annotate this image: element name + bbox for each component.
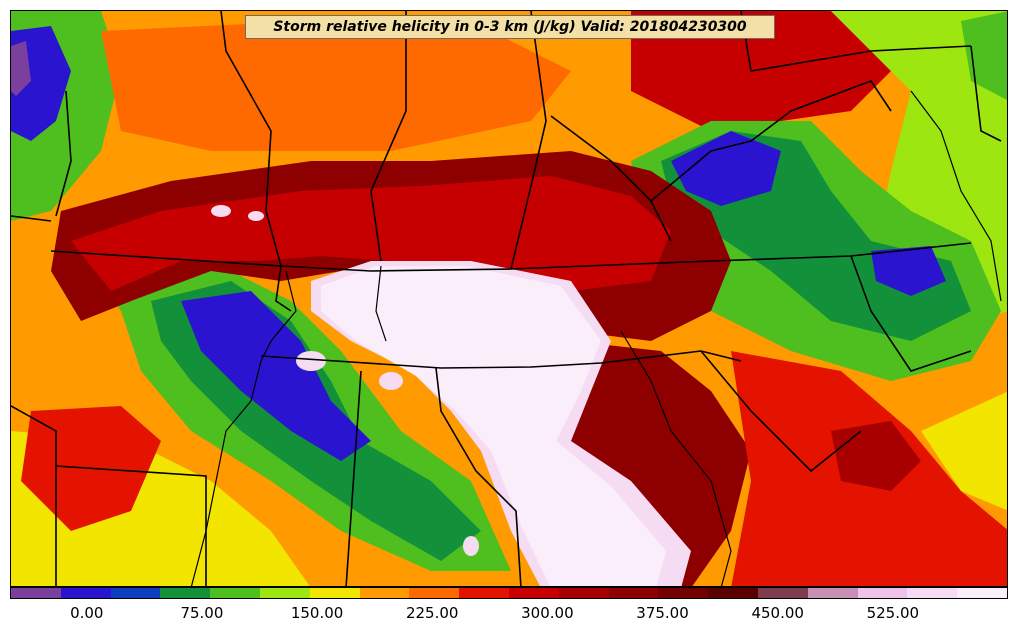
colorbar-segment bbox=[409, 588, 460, 598]
field-blob-4 bbox=[379, 372, 403, 390]
colorbar-tick-label: 300.00 bbox=[521, 604, 574, 622]
colorbar-tick-label: 525.00 bbox=[866, 604, 920, 622]
field-midwest-red bbox=[71, 176, 671, 291]
colorbar-segment bbox=[110, 588, 161, 598]
colorbar-tick-label: 225.00 bbox=[405, 604, 459, 622]
field-coast-yellow bbox=[921, 391, 1007, 511]
colorbar-segment bbox=[857, 588, 908, 598]
field-north-orange bbox=[101, 21, 571, 151]
colorbar-segment bbox=[508, 588, 559, 598]
state-boundaries bbox=[11, 11, 1002, 586]
field-blob-5 bbox=[463, 536, 479, 556]
map-title-box: Storm relative helicity in 0-3 km (J/kg)… bbox=[245, 15, 775, 39]
colorbar-segment bbox=[957, 588, 1007, 598]
field-appalachian-blue bbox=[671, 131, 781, 206]
colorbar-tick-label: 375.00 bbox=[636, 604, 689, 622]
colorbar-segment bbox=[210, 588, 260, 598]
colorbar-segment bbox=[11, 588, 61, 598]
colorbar bbox=[10, 587, 1008, 599]
colorbar-tick-label: 75.00 bbox=[180, 604, 224, 622]
colorbar-tick-label: 0.00 bbox=[70, 604, 104, 622]
colorbar-segment bbox=[160, 588, 211, 598]
colorbar-segment bbox=[658, 588, 709, 598]
map-title: Storm relative helicity in 0-3 km (J/kg)… bbox=[273, 19, 747, 35]
map-panel bbox=[10, 10, 1008, 587]
colorbar-segment bbox=[608, 588, 659, 598]
colorbar-segment bbox=[807, 588, 858, 598]
field-carolina-blue bbox=[871, 246, 946, 296]
field-northeast-red bbox=[631, 11, 891, 131]
river-lines bbox=[190, 90, 1002, 586]
field-midsouth-blue bbox=[181, 291, 371, 461]
field-northwest-purple bbox=[11, 41, 31, 96]
colorbar-segment bbox=[359, 588, 410, 598]
colorbar-tick-label: 150.00 bbox=[290, 604, 344, 622]
colorbar-segment bbox=[907, 588, 958, 598]
colorbar-ticks: 0.00 75.00 150.00 225.00 300.00 375.00 450.00 5… bbox=[10, 600, 1008, 630]
colorbar-segment bbox=[708, 588, 758, 598]
colorbar-segment bbox=[259, 588, 310, 598]
colorbar-segment bbox=[558, 588, 609, 598]
colorbar-segment bbox=[309, 588, 360, 598]
colorbar-tick-label: 450.00 bbox=[751, 604, 804, 622]
field-blob-2 bbox=[248, 211, 264, 221]
colorbar-segment bbox=[60, 588, 111, 598]
field-blob-1 bbox=[211, 205, 231, 217]
field-maximum-white bbox=[321, 266, 666, 586]
field-blob-3 bbox=[296, 351, 326, 371]
field-coast-darkred bbox=[831, 421, 921, 491]
field-east-green bbox=[961, 11, 1007, 100]
colorbar-segment bbox=[459, 588, 509, 598]
colorbar-segment bbox=[757, 588, 808, 598]
helicity-map bbox=[11, 11, 1007, 586]
